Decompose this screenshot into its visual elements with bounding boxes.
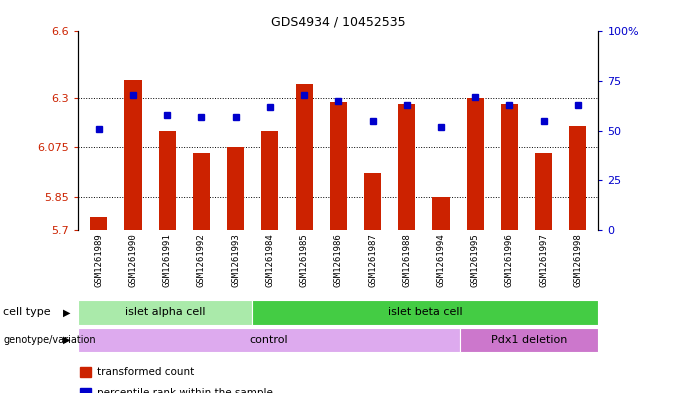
Text: islet alpha cell: islet alpha cell <box>124 307 205 318</box>
Text: ▶: ▶ <box>63 335 71 345</box>
Bar <box>252 300 598 325</box>
Bar <box>569 126 586 230</box>
Text: GSM1261984: GSM1261984 <box>265 233 274 287</box>
Bar <box>466 97 483 230</box>
Bar <box>432 197 449 230</box>
Bar <box>398 104 415 230</box>
Bar <box>78 328 460 352</box>
Text: percentile rank within the sample: percentile rank within the sample <box>97 388 273 393</box>
Text: control: control <box>250 335 288 345</box>
Text: GSM1261988: GSM1261988 <box>403 233 411 287</box>
Text: GSM1261989: GSM1261989 <box>95 233 103 287</box>
Text: GSM1261994: GSM1261994 <box>437 233 445 287</box>
Bar <box>90 217 107 230</box>
Bar <box>158 130 175 230</box>
Text: GSM1261985: GSM1261985 <box>300 233 309 287</box>
Text: genotype/variation: genotype/variation <box>3 335 96 345</box>
Bar <box>501 104 518 230</box>
Bar <box>78 300 252 325</box>
Bar <box>227 147 244 230</box>
Text: islet beta cell: islet beta cell <box>388 307 462 318</box>
Text: GSM1261986: GSM1261986 <box>334 233 343 287</box>
Text: cell type: cell type <box>3 307 51 318</box>
Bar <box>80 367 90 377</box>
Text: GSM1261998: GSM1261998 <box>573 233 582 287</box>
Bar <box>80 388 90 393</box>
Bar <box>364 173 381 230</box>
Text: Pdx1 deletion: Pdx1 deletion <box>491 335 567 345</box>
Text: GSM1261997: GSM1261997 <box>539 233 548 287</box>
Bar <box>535 153 552 230</box>
Text: GSM1261991: GSM1261991 <box>163 233 171 287</box>
Bar <box>261 130 278 230</box>
Bar <box>330 102 347 230</box>
Text: ▶: ▶ <box>63 307 71 318</box>
Text: GSM1261993: GSM1261993 <box>231 233 240 287</box>
Text: GSM1261992: GSM1261992 <box>197 233 206 287</box>
Text: transformed count: transformed count <box>97 367 194 376</box>
Bar <box>296 84 313 230</box>
Text: GSM1261990: GSM1261990 <box>129 233 137 287</box>
Bar <box>460 328 598 352</box>
Text: GSM1261987: GSM1261987 <box>368 233 377 287</box>
Title: GDS4934 / 10452535: GDS4934 / 10452535 <box>271 16 405 29</box>
Bar <box>124 80 141 230</box>
Text: GSM1261995: GSM1261995 <box>471 233 479 287</box>
Bar <box>193 153 210 230</box>
Text: GSM1261996: GSM1261996 <box>505 233 514 287</box>
